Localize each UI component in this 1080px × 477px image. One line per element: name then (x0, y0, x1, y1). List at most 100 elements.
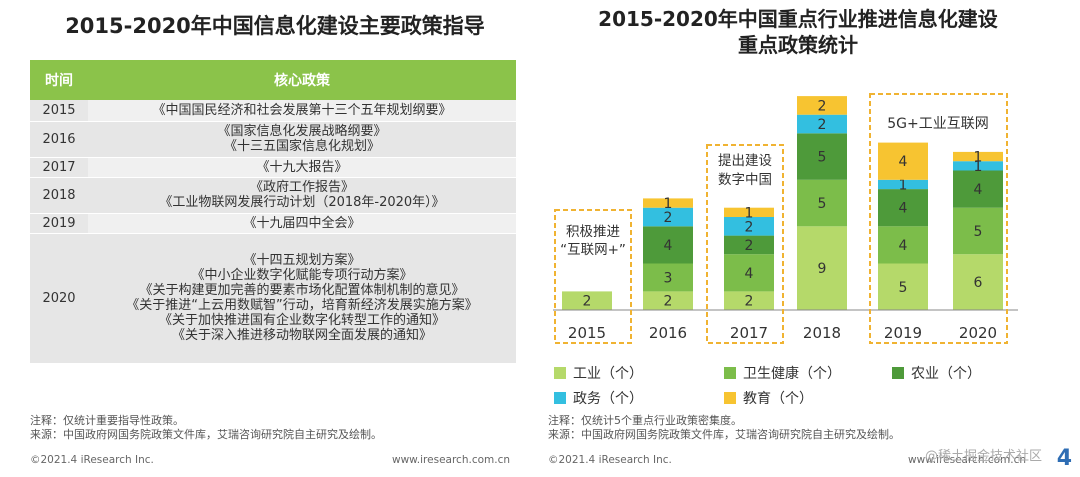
left-website: www.iresearch.com.cn (392, 454, 511, 466)
row-policies: 《十九大报告》 (88, 157, 516, 178)
row-policies: 《十九届四中全会》 (88, 213, 516, 234)
data-label: 1 (974, 150, 983, 166)
row-year: 2019 (30, 213, 88, 234)
data-label: 4 (974, 182, 983, 198)
policy-item: 《关于深入推进移动物联网全面发展的通知》 (171, 328, 432, 343)
bar-segment (953, 254, 1003, 310)
legend-swatch-government (554, 392, 566, 404)
data-label: 4 (745, 266, 754, 282)
data-label: 2 (664, 210, 673, 226)
left-copyright: ©2021.4 iResearch Inc. (30, 454, 154, 466)
policy-table: 时间 核心政策 2015 《中国国民经济和社会发展第十三个五年规划纲要》 2016 《… (30, 60, 516, 364)
bar-segment (724, 217, 774, 236)
annotation-text: 数字中国 (718, 172, 772, 188)
right-note: 注释：仅统计5个重点行业政策密集度。 (548, 414, 742, 427)
bar-segment (724, 235, 774, 255)
legend-swatch-education (724, 392, 736, 404)
data-label: 9 (818, 261, 827, 277)
bar-segment (878, 189, 928, 227)
bar-segment (724, 291, 774, 310)
table-row: 2016 《国家信息化发展战略纲要》 《十三五国家信息化规划》 (30, 121, 516, 158)
legend-label-agriculture: 农业（个） (911, 366, 981, 382)
bar-segment (643, 207, 693, 227)
legend-label-government: 政务（个） (573, 391, 643, 407)
bar-segment (953, 161, 1003, 171)
policy-item: 《十三五国家信息化规划》 (223, 139, 380, 154)
x-tick-label: 2018 (803, 324, 841, 342)
bar-segment (953, 207, 1003, 255)
annotation-text: 提出建设 (718, 153, 772, 169)
data-label: 4 (664, 238, 673, 254)
legend-swatch-health (724, 367, 736, 379)
x-tick-label: 2017 (730, 324, 768, 342)
policy-item: 《关于构建更加完善的要素市场化配置体制机制的意见》 (139, 283, 465, 298)
legend-item-agriculture: 农业（个） (892, 363, 981, 383)
bar-segment (643, 263, 693, 292)
data-label: 1 (974, 159, 983, 175)
bar-segment (878, 263, 928, 310)
policy-item: 《十四五规划方案》 (243, 253, 361, 268)
policy-item: 《关于加快推进国有企业数字化转型工作的通知》 (158, 313, 445, 328)
policy-item: 《政府工作报告》 (249, 180, 354, 195)
data-label: 5 (899, 280, 908, 296)
data-label: 2 (745, 219, 754, 235)
header-year: 时间 (30, 60, 88, 100)
x-tick-label: 2019 (884, 324, 922, 342)
policy-item: 《十九大报告》 (256, 159, 348, 175)
legend-item-government: 政务（个） (554, 388, 643, 408)
legend-label-industry: 工业（个） (573, 366, 643, 382)
annotation-box (706, 144, 784, 344)
data-label: 2 (745, 238, 754, 254)
x-tick-label: 2016 (649, 324, 687, 342)
bar-segment (797, 226, 847, 310)
table-row: 2015 《中国国民经济和社会发展第十三个五年规划纲要》 (30, 100, 516, 122)
x-tick-label: 2020 (959, 324, 997, 342)
row-policies: 《十四五规划方案》 《中小企业数字化赋能专项行动方案》 《关于构建更加完善的要素市场… (88, 233, 516, 364)
data-label: 5 (818, 150, 827, 166)
annotation-text: 5G+工业互联网 (887, 116, 989, 132)
data-label: 2 (818, 98, 827, 114)
bar-segment (878, 179, 928, 190)
legend-swatch-industry (554, 367, 566, 379)
bar-segment (878, 226, 928, 264)
chart-title-line-2: 重点政策统计 (738, 33, 858, 57)
bar-segment (878, 142, 928, 180)
right-copyright: ©2021.4 iResearch Inc. (548, 454, 672, 466)
data-label: 4 (899, 154, 908, 170)
left-source: 来源：中国政府网国务院政策文件库，艾瑞咨询研究院自主研究及绘制。 (30, 428, 382, 441)
page-number: 4 (1056, 446, 1072, 471)
row-policies: 《国家信息化发展战略纲要》 《十三五国家信息化规划》 (88, 121, 516, 158)
data-label: 6 (974, 275, 983, 291)
data-label: 4 (899, 201, 908, 217)
bar-segment (797, 96, 847, 115)
data-label: 5 (974, 224, 983, 240)
bar-segment (643, 291, 693, 310)
row-year: 2017 (30, 157, 88, 178)
legend-item-industry: 工业（个） (554, 363, 643, 383)
row-year: 2018 (30, 177, 88, 214)
table-row: 2019 《十九届四中全会》 (30, 213, 516, 234)
policy-item: 《关于推进“上云用数赋智”行动，培育新经济发展实施方案》 (126, 298, 478, 313)
policy-item: 《中小企业数字化赋能专项行动方案》 (191, 268, 413, 283)
bar-segment (797, 114, 847, 134)
data-label: 2 (818, 117, 827, 133)
x-tick-label: 2015 (568, 324, 606, 342)
right-website: www.iresearch.com.cn (908, 454, 1027, 466)
data-label: 1 (745, 205, 754, 221)
data-label: 1 (899, 177, 908, 193)
legend-label-health: 卫生健康（个） (743, 366, 841, 382)
row-year: 2015 (30, 100, 88, 122)
policy-item: 《十九届四中全会》 (243, 215, 361, 231)
data-label: 3 (664, 270, 673, 286)
row-year: 2020 (30, 233, 88, 364)
bar-segment (643, 226, 693, 264)
table-row: 2018 《政府工作报告》 《工业物联网发展行动计划（2018年-2020年）》 (30, 177, 516, 214)
annotation-text: “互联网+” (560, 242, 626, 258)
data-label: 4 (899, 238, 908, 254)
legend-swatch-agriculture (892, 367, 904, 379)
chart-title-line-1: 2015-2020年中国重点行业推进信息化建设 (598, 7, 998, 31)
data-label: 1 (664, 196, 673, 212)
legend-label-education: 教育（个） (743, 391, 813, 407)
data-label: 2 (583, 294, 592, 310)
